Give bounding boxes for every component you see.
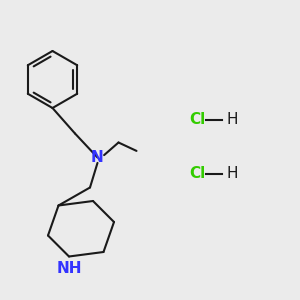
Text: H: H <box>226 112 238 128</box>
Text: NH: NH <box>56 261 82 276</box>
Text: Cl: Cl <box>189 112 205 128</box>
Text: H: H <box>226 167 238 182</box>
Text: N: N <box>91 150 104 165</box>
Text: Cl: Cl <box>189 167 205 182</box>
